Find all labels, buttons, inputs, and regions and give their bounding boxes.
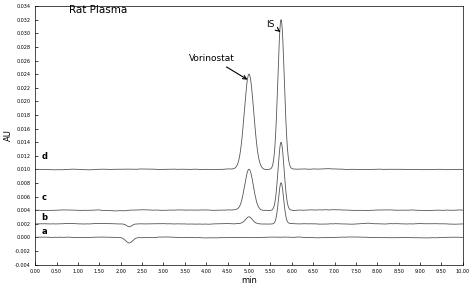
Text: c: c — [42, 193, 46, 202]
Text: IS: IS — [266, 20, 280, 32]
Text: a: a — [42, 227, 47, 236]
Text: d: d — [42, 152, 47, 161]
Y-axis label: AU: AU — [4, 129, 13, 141]
Text: Rat Plasma: Rat Plasma — [69, 5, 128, 15]
Text: Vorinostat: Vorinostat — [189, 54, 246, 79]
X-axis label: min: min — [241, 276, 257, 285]
Text: b: b — [42, 213, 47, 223]
